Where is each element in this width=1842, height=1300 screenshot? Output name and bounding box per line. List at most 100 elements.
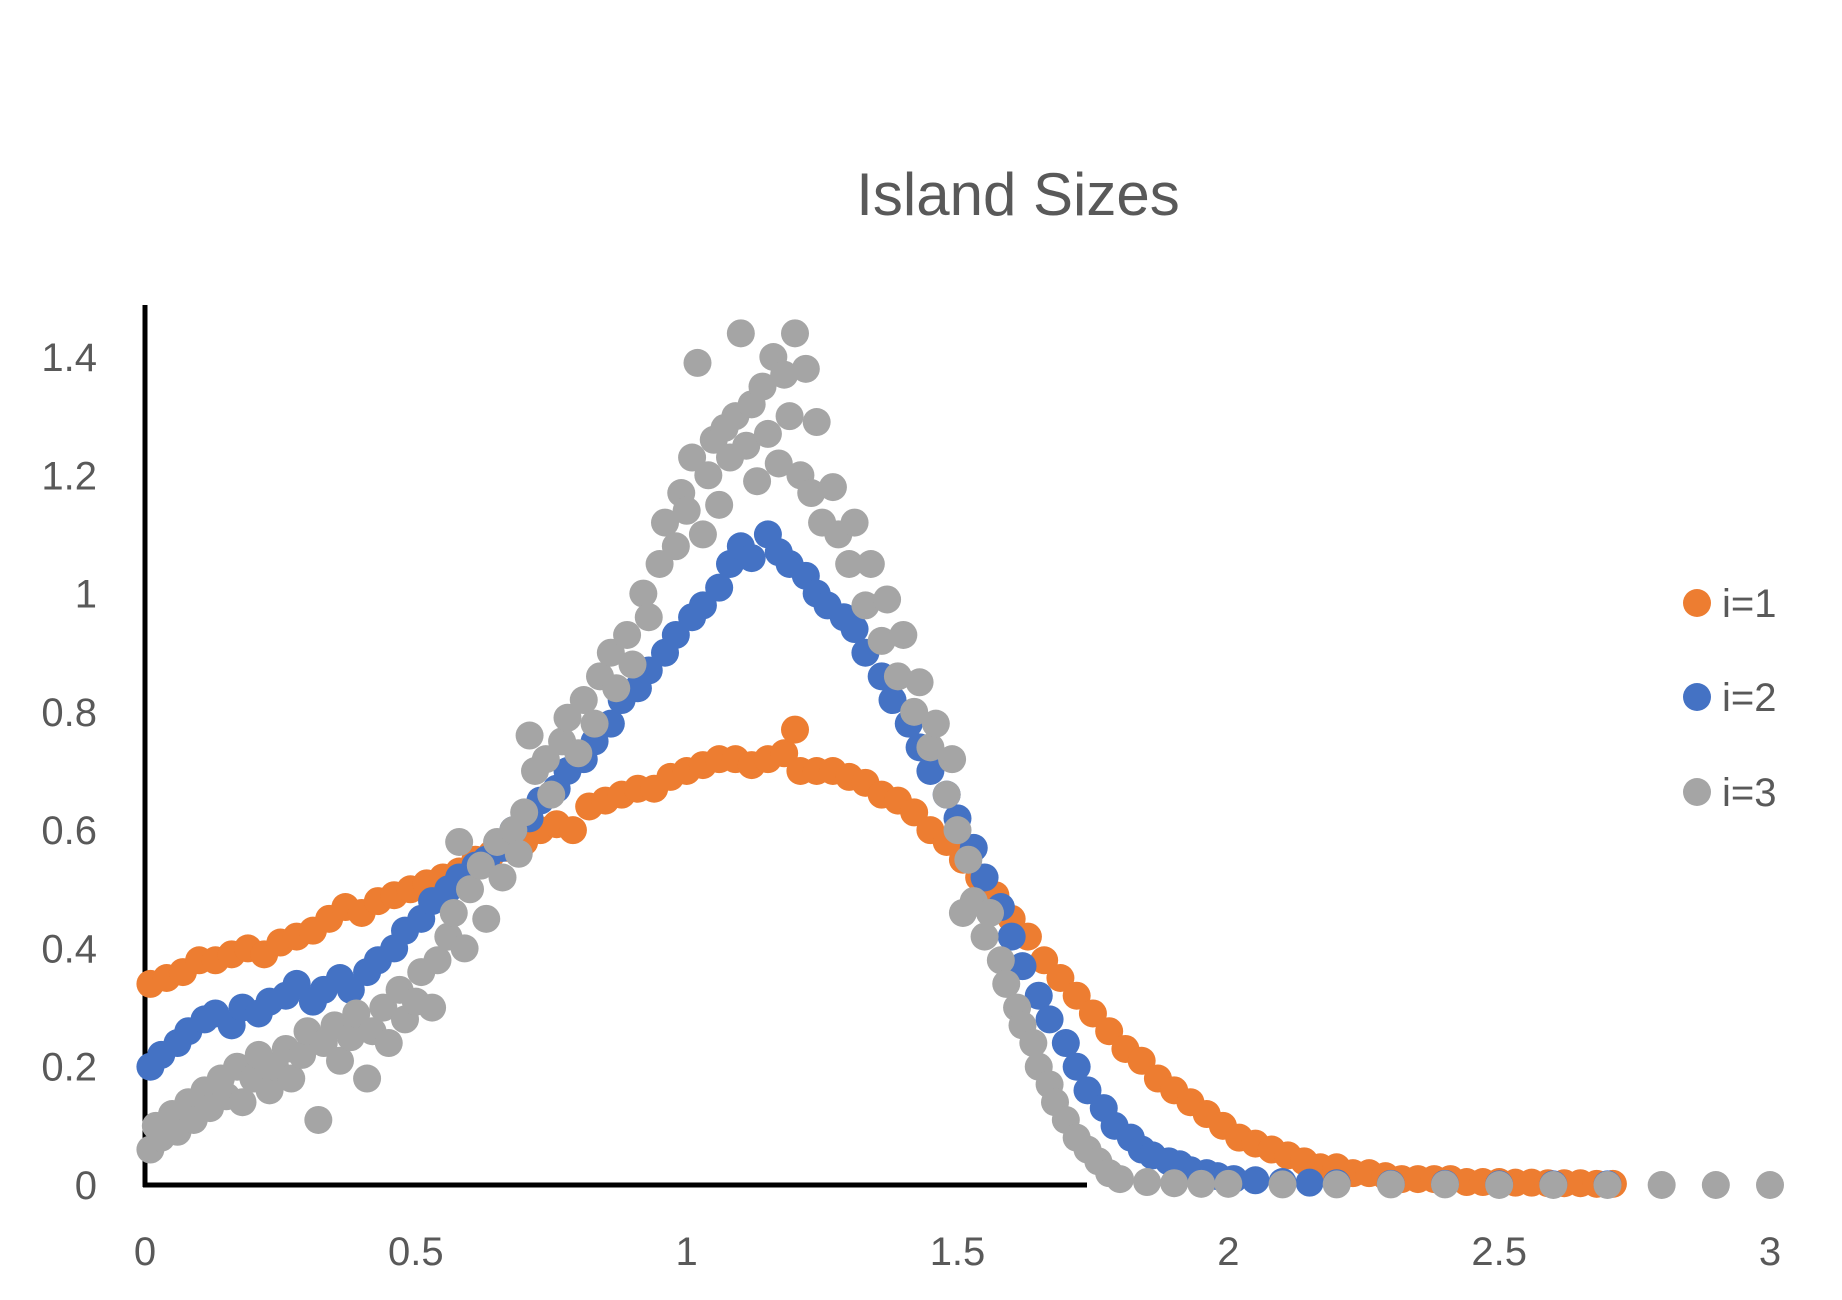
data-point <box>1214 1169 1243 1198</box>
data-point <box>277 1064 306 1093</box>
data-points <box>136 319 1784 1199</box>
y-tick-label: 0.4 <box>41 927 97 971</box>
data-point <box>564 739 593 768</box>
data-point <box>737 544 766 573</box>
data-point <box>802 408 831 437</box>
data-point <box>970 922 999 951</box>
data-point <box>418 993 447 1022</box>
data-point <box>878 686 907 715</box>
data-point <box>423 946 452 975</box>
data-point <box>1078 999 1107 1028</box>
data-point <box>228 1088 257 1117</box>
data-point <box>954 845 983 874</box>
data-point <box>1431 1170 1459 1199</box>
data-point <box>613 620 642 649</box>
y-tick-label: 0.8 <box>41 691 97 735</box>
data-point <box>1539 1171 1568 1199</box>
data-point <box>1127 1046 1156 1075</box>
data-point <box>661 620 690 649</box>
data-point <box>770 360 799 389</box>
data-point <box>683 348 712 377</box>
data-point <box>1701 1171 1730 1199</box>
data-point <box>900 798 929 827</box>
series-i=2 <box>136 520 1622 1199</box>
data-point <box>580 709 609 738</box>
data-point <box>1756 1171 1784 1199</box>
data-point <box>889 620 918 649</box>
data-point <box>932 780 961 809</box>
data-point <box>672 496 701 525</box>
data-point <box>282 969 311 998</box>
data-point <box>873 585 902 614</box>
data-point <box>705 490 734 519</box>
data-point <box>770 739 799 768</box>
data-point <box>781 715 809 744</box>
data-point <box>558 816 587 845</box>
legend-marker <box>1683 778 1711 806</box>
data-point <box>1376 1170 1405 1199</box>
y-tick-label: 1.4 <box>41 336 97 380</box>
data-point <box>515 721 544 750</box>
data-point <box>1051 1029 1080 1058</box>
data-point <box>976 898 1004 927</box>
data-point <box>856 550 885 578</box>
y-tick-label: 0.2 <box>41 1046 97 1090</box>
legend-marker <box>1683 683 1711 711</box>
data-point <box>1062 1052 1091 1081</box>
data-point <box>916 757 945 785</box>
data-point <box>634 603 663 632</box>
data-point <box>997 922 1026 951</box>
data-point <box>342 999 371 1028</box>
data-point <box>255 1076 284 1105</box>
data-point <box>840 508 869 537</box>
data-point <box>775 402 804 431</box>
data-point <box>645 550 674 578</box>
data-point <box>1008 952 1037 981</box>
data-point <box>1095 1017 1124 1046</box>
data-point <box>970 863 999 892</box>
x-tick-label: 1 <box>676 1230 698 1274</box>
data-point <box>466 851 495 880</box>
data-point <box>1187 1169 1216 1198</box>
data-point <box>288 1040 317 1069</box>
legend-label: i=2 <box>1722 676 1777 720</box>
data-point <box>818 473 847 502</box>
data-point <box>1019 1029 1048 1058</box>
data-point <box>1035 1005 1064 1034</box>
data-point <box>472 904 501 933</box>
data-point <box>374 1029 403 1058</box>
data-point <box>596 638 625 667</box>
data-point <box>764 449 793 478</box>
data-point <box>1241 1166 1270 1195</box>
data-point <box>732 431 761 460</box>
series-i=1 <box>136 715 1627 1198</box>
x-tick-label: 2.5 <box>1471 1230 1527 1274</box>
data-point <box>797 479 826 508</box>
data-point <box>900 697 929 726</box>
data-point <box>304 1105 333 1134</box>
x-tick-label: 1.5 <box>930 1230 986 1274</box>
legend: i=1 i=2 i=3 <box>1683 582 1777 815</box>
data-point <box>688 591 717 620</box>
y-tick-label: 1 <box>75 573 97 617</box>
data-point <box>336 975 365 1004</box>
data-point <box>678 443 707 472</box>
axes: 0 0.5 1 1.5 2 2.5 3 0 0.2 0.4 0.6 0.8 1 1.2 1.4 <box>41 305 1781 1274</box>
x-tick-label: 0.5 <box>388 1230 444 1274</box>
data-point <box>753 419 782 448</box>
data-point <box>938 745 967 774</box>
data-point <box>488 863 517 892</box>
data-point <box>694 461 723 490</box>
data-point <box>369 993 398 1022</box>
x-tick-label: 3 <box>1759 1230 1781 1274</box>
data-point <box>1322 1170 1351 1199</box>
data-point <box>1024 981 1053 1010</box>
data-point <box>510 798 539 827</box>
chart-title: Island Sizes <box>856 161 1180 228</box>
legend-label: i=3 <box>1722 771 1777 815</box>
data-point <box>456 875 484 904</box>
data-point <box>553 703 582 732</box>
data-point <box>726 319 755 348</box>
data-point <box>883 662 912 691</box>
